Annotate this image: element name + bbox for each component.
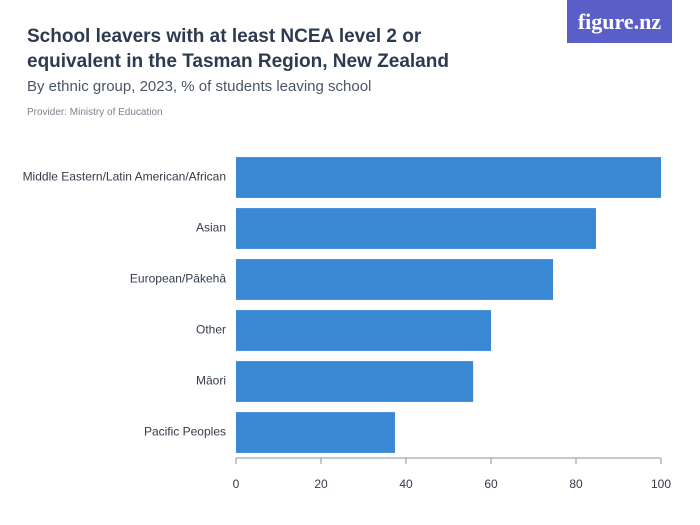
x-tick-label: 80 <box>569 477 583 491</box>
bar <box>236 361 474 402</box>
y-tick-label: European/Pākehā <box>130 272 226 286</box>
bar <box>236 412 395 453</box>
y-tick-label: Middle Eastern/Latin American/African <box>23 170 226 184</box>
bar <box>236 157 661 198</box>
logo[interactable]: figure.nz <box>567 0 672 43</box>
chart-title: School leavers with at least NCEA level … <box>27 26 449 72</box>
x-tick-label: 0 <box>233 477 240 491</box>
x-tick-label: 40 <box>399 477 413 491</box>
chart-subtitle: By ethnic group, 2023, % of students lea… <box>27 78 372 95</box>
bar <box>236 259 554 300</box>
x-tick-label: 20 <box>314 477 328 491</box>
y-tick-label: Pacific Peoples <box>144 425 226 439</box>
x-tick-label: 100 <box>651 477 671 491</box>
x-tick-label: 60 <box>484 477 498 491</box>
y-tick-label: Māori <box>196 374 226 388</box>
provider: Provider: Ministry of Education <box>27 107 163 118</box>
bar <box>236 208 596 249</box>
y-tick-label: Other <box>196 323 226 337</box>
y-tick-label: Asian <box>196 221 226 235</box>
bar <box>236 310 491 351</box>
